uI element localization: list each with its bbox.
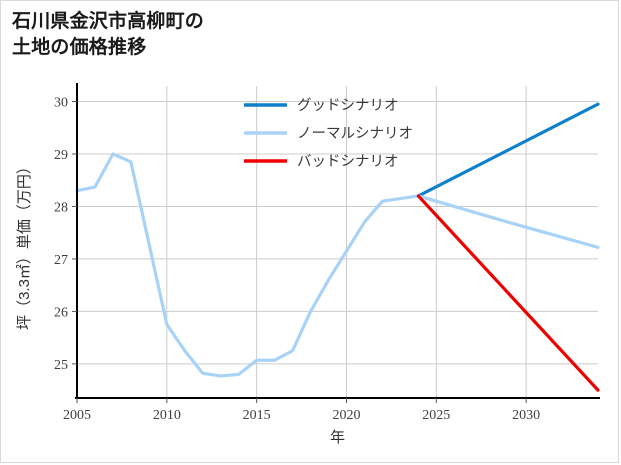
series-group: [75, 102, 600, 392]
x-tick-label: 2025: [422, 408, 450, 423]
tick-labels-group: 25 26 27 28 29 30 2005 2010 2015 2020 2025 2030 年 坪（3…: [16, 95, 540, 446]
x-axis-title: 年: [330, 429, 345, 446]
y-tick-label: 26: [54, 305, 68, 320]
x-tick-label: 2005: [63, 408, 91, 423]
axes-group: [72, 83, 600, 403]
y-tick-label: 30: [54, 95, 68, 110]
series-line-ノーマルシナリオ: [75, 152, 600, 378]
x-tick-label: 2010: [153, 408, 181, 423]
series-line-バッドシナリオ: [416, 194, 600, 392]
legend-label-ノーマルシナリオ: ノーマルシナリオ: [297, 126, 413, 142]
legend-label-グッドシナリオ: グッドシナリオ: [297, 97, 399, 114]
x-tick-label: 2015: [243, 408, 271, 423]
y-tick-label: 29: [54, 148, 68, 163]
x-tick-label: 2030: [512, 408, 540, 423]
y-axis-title: 坪（3.3㎡）単価（万円）: [16, 159, 33, 330]
y-tick-label: 27: [54, 253, 68, 268]
y-tick-label: 28: [54, 200, 68, 215]
series-line-グッドシナリオ: [416, 102, 600, 198]
y-tick-label: 25: [54, 358, 68, 373]
legend-label-バッドシナリオ: バッドシナリオ: [297, 154, 399, 170]
page-title: 石川県金沢市高柳町の 土地の価格推移: [12, 11, 205, 58]
x-tick-label: 2020: [332, 408, 360, 423]
